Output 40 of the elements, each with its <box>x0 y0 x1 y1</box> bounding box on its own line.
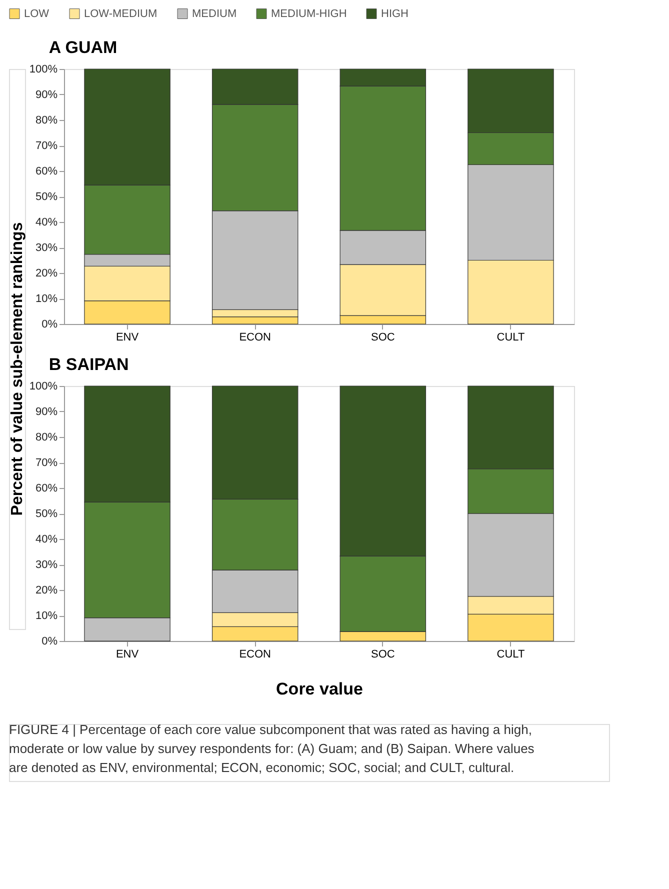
y-tick-label: 80% <box>35 432 58 444</box>
y-tick-label: 20% <box>35 268 58 280</box>
legend-label: MEDIUM <box>192 8 237 20</box>
y-tick-label: 0% <box>42 636 58 648</box>
y-tick-label: 70% <box>35 140 58 152</box>
y-tick-label: 0% <box>42 318 58 330</box>
y-tick-label: 90% <box>35 406 58 418</box>
y-tick-label: 60% <box>35 166 58 178</box>
y-tick-label: 30% <box>35 559 58 571</box>
legend-label: HIGH <box>381 8 409 20</box>
y-tick-label: 70% <box>35 457 58 469</box>
x-axis-title: Core value <box>276 680 363 698</box>
caption: FIGURE 4 | Percentage of each core value subcomponent that was rated as having a high, moderate or low value by survey respondents for: (A) Guam; and (B) Saipan. Where values are denoted as ENV, environmental; ECON, economic; SOC, social; and CULT, cultural. <box>9 722 535 775</box>
legend-label: LOW <box>24 8 50 20</box>
y-tick-label: 80% <box>35 114 58 126</box>
y-tick-label: 20% <box>35 584 58 596</box>
y-tick-label: 100% <box>29 64 58 76</box>
y-tick-label: 10% <box>35 610 58 622</box>
y-tick-label: 30% <box>35 242 58 254</box>
x-tick-label: ENV <box>116 648 140 660</box>
y-tick-label: 10% <box>35 293 58 305</box>
y-tick-label: 50% <box>35 508 58 520</box>
y-tick-label: 60% <box>35 482 58 494</box>
x-tick-label: ECON <box>239 332 272 344</box>
x-tick-label: ECON <box>239 648 272 660</box>
legend-label: MEDIUM-HIGH <box>271 8 347 20</box>
x-tick-label: CULT <box>496 648 525 660</box>
y-tick-label: 40% <box>35 534 58 546</box>
y-tick-label: 50% <box>35 191 58 203</box>
x-tick-label: CULT <box>496 332 525 344</box>
y-tick-label: 40% <box>35 216 58 228</box>
x-tick-label: SOC <box>370 648 395 660</box>
y-axis-title: Percent of value sub-element rankings <box>9 222 26 516</box>
y-tick-label: 90% <box>35 89 58 101</box>
legend-label: LOW-MEDIUM <box>84 8 158 20</box>
x-tick-label: SOC <box>370 332 395 344</box>
chart-title: B SAIPAN <box>48 355 129 374</box>
chart-title: A GUAM <box>48 38 118 57</box>
y-tick-label: 100% <box>29 380 58 392</box>
x-tick-label: ENV <box>116 332 140 344</box>
